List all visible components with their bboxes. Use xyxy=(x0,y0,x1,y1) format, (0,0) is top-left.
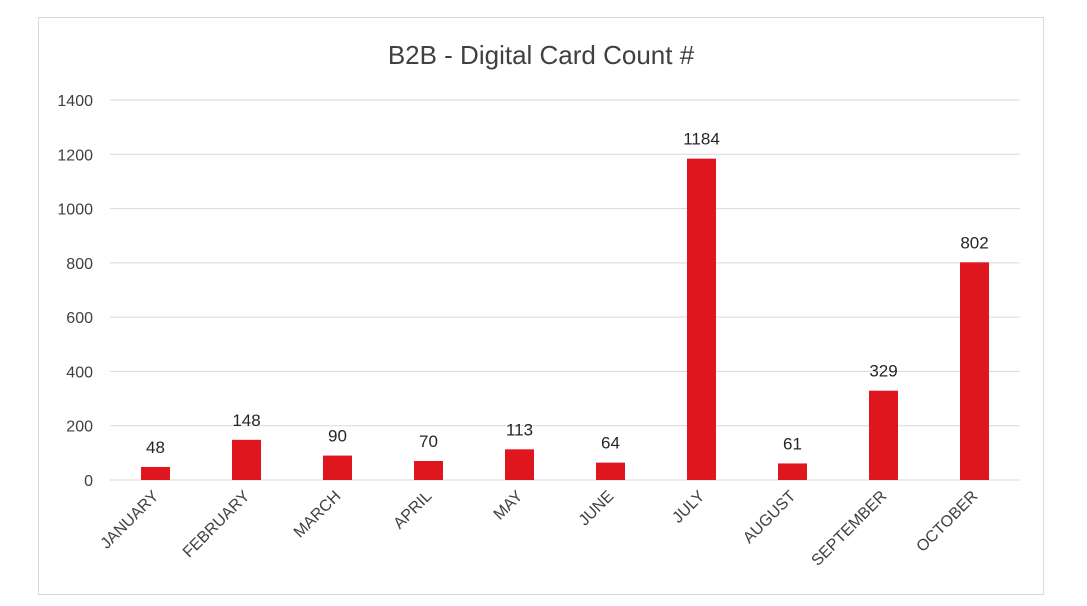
y-tick-label: 200 xyxy=(66,419,93,436)
y-tick-label: 1000 xyxy=(57,202,93,219)
bar xyxy=(414,461,443,480)
y-tick-label: 1400 xyxy=(57,93,93,110)
x-tick-label: JANUARY xyxy=(98,488,163,553)
bar xyxy=(869,390,898,480)
x-axis-tick-labels: JANUARY FEBRUARY MARCH APRIL MAY JUNE JULY AUGU… xyxy=(98,488,982,570)
x-tick-label: AUGUST xyxy=(740,488,799,547)
data-label: 1184 xyxy=(683,130,720,149)
data-label: 113 xyxy=(506,420,533,439)
data-label: 802 xyxy=(960,233,988,252)
bar xyxy=(687,158,716,480)
y-tick-label: 0 xyxy=(84,473,93,490)
x-tick-label: MAY xyxy=(491,488,527,524)
data-label: 90 xyxy=(328,427,347,446)
data-label: 70 xyxy=(419,432,438,451)
data-label: 61 xyxy=(783,434,802,453)
data-label: 148 xyxy=(232,411,260,430)
bar xyxy=(232,439,261,480)
data-label: 329 xyxy=(869,362,897,381)
bar xyxy=(960,262,989,480)
x-tick-label: FEBRUARY xyxy=(180,488,254,562)
bar xyxy=(323,455,352,480)
x-tick-label: SEPTEMBER xyxy=(809,488,891,570)
data-label: 48 xyxy=(146,438,165,457)
bars xyxy=(141,158,989,480)
data-labels: 48 148 90 70 113 64 1184 61 329 802 xyxy=(146,130,989,457)
data-label: 64 xyxy=(601,434,620,453)
x-tick-label: APRIL xyxy=(391,488,436,533)
y-tick-label: 1200 xyxy=(57,147,93,164)
y-axis-tick-labels: 0 200 400 600 800 1000 1200 1400 xyxy=(57,93,93,490)
y-tick-label: 400 xyxy=(66,364,93,381)
bar xyxy=(778,463,807,480)
bar xyxy=(596,462,625,480)
y-tick-label: 600 xyxy=(66,310,93,327)
chart-frame: B2B - Digital Card Count # xyxy=(38,17,1044,595)
bar xyxy=(141,466,170,480)
gridlines xyxy=(110,99,1020,481)
x-tick-label: MARCH xyxy=(291,488,345,542)
x-tick-label: OCTOBER xyxy=(914,488,982,556)
x-tick-label: JUNE xyxy=(576,488,618,530)
x-tick-label: JULY xyxy=(669,488,708,527)
bar xyxy=(505,449,534,480)
y-tick-label: 800 xyxy=(66,256,93,273)
chart-title: B2B - Digital Card Count # xyxy=(387,40,695,70)
